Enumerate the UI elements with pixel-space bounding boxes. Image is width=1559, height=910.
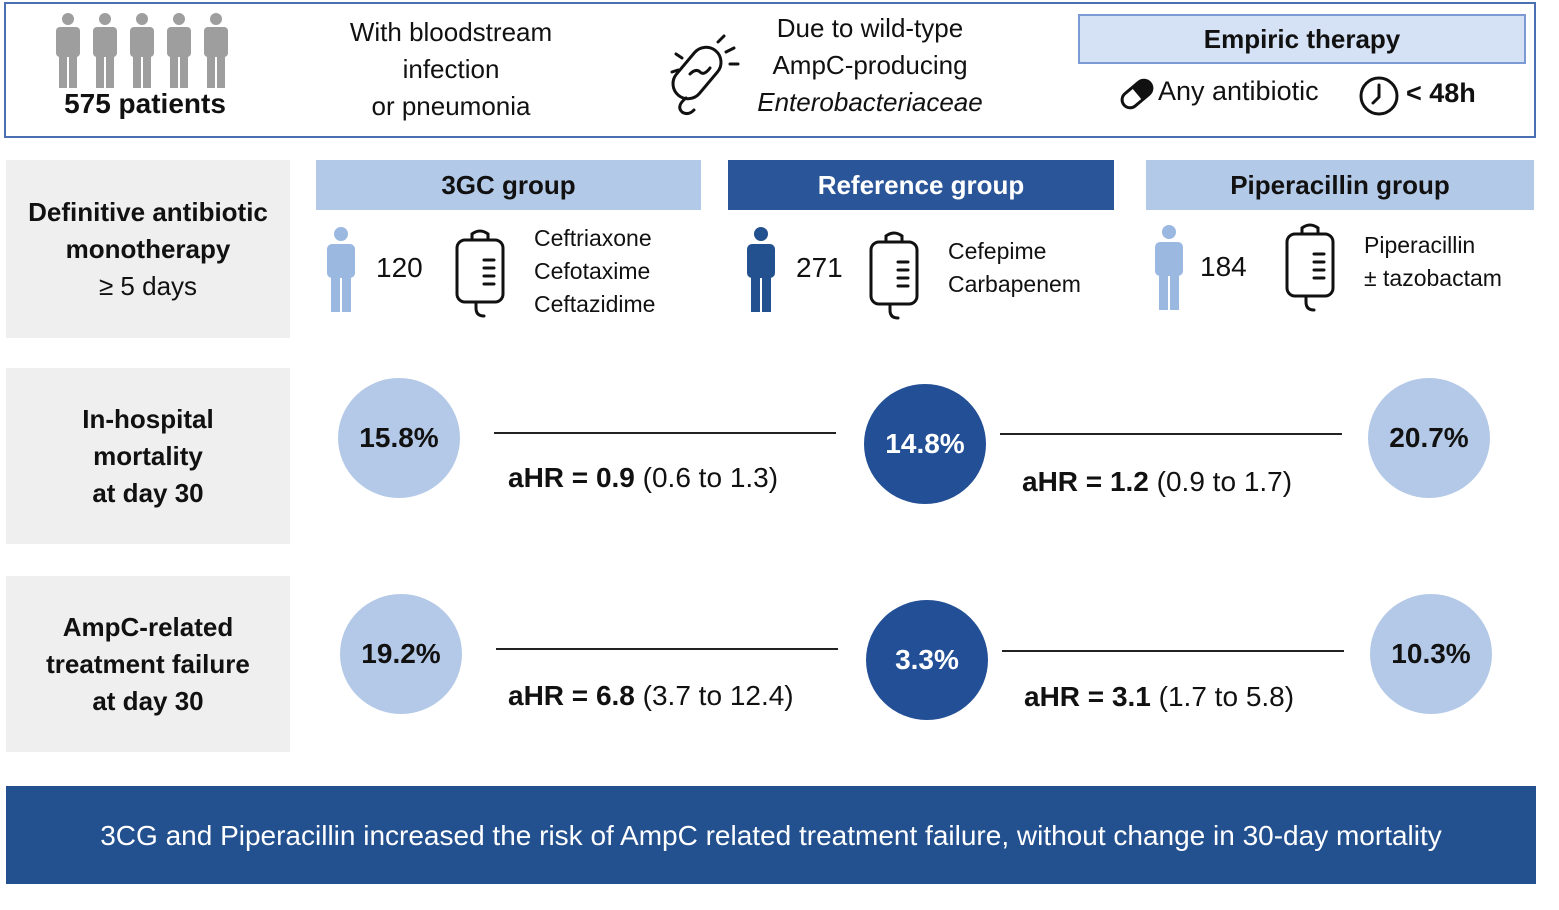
ahr-failure-pip: aHR = 3.1 (1.7 to 5.8) (1024, 681, 1294, 713)
ahr-value: 1.2 (1109, 466, 1149, 497)
iv-bag-icon (455, 229, 505, 318)
group-drugs-piperacillin: Piperacillin ± tazobactam (1364, 229, 1502, 295)
empiric-time: < 48h (1406, 78, 1476, 108)
patients-count: 575 patients (64, 88, 226, 119)
ahr-value: 3.1 (1111, 681, 1151, 712)
group-drugs-reference: Cefepime Carbapenem (948, 235, 1081, 301)
empiric-any-antibiotic: Any antibiotic (1158, 76, 1319, 106)
drug-name: Carbapenem (948, 271, 1081, 297)
person-icon (1155, 225, 1183, 310)
drug-name: ± tazobactam (1364, 265, 1502, 291)
clock-icon (1359, 76, 1399, 116)
ahr-ci: (1.7 to 5.8) (1158, 681, 1295, 712)
failure-reference-circle: 3.3% (866, 600, 988, 720)
bacterium-icon (670, 34, 740, 116)
ahr-mortality-pip: aHR = 1.2 (0.9 to 1.7) (1022, 466, 1292, 498)
row-label-line: at day 30 (92, 477, 204, 508)
ahr-failure-3gc: aHR = 6.8 (3.7 to 12.4) (508, 680, 794, 712)
group-header-piperacillin: Piperacillin group (1146, 160, 1534, 210)
row-label-line: mortality (93, 440, 203, 471)
failure-piperacillin-circle: 10.3% (1370, 594, 1492, 714)
row-label-mortality: In-hospital mortality at day 30 (6, 368, 290, 544)
ahr-ci: (0.6 to 1.3) (642, 462, 779, 493)
group-header-reference: Reference group (728, 160, 1114, 210)
ahr-ci: (3.7 to 12.4) (642, 680, 794, 711)
row-label-line: monotherapy (65, 233, 231, 264)
ahr-label: aHR = (508, 680, 596, 711)
ahr-ci: (0.9 to 1.7) (1156, 466, 1293, 497)
group-drugs-3gc: Ceftriaxone Cefotaxime Ceftazidime (534, 222, 655, 321)
row-label-line: Definitive antibiotic (28, 196, 268, 227)
ahr-label: aHR = (1024, 681, 1112, 712)
infection-description: With bloodstream infection or pneumonia (320, 14, 582, 125)
mortality-reference-circle: 14.8% (864, 384, 986, 504)
ahr-value: 0.9 (595, 462, 635, 493)
row-label-line: ≥ 5 days (98, 270, 198, 301)
row-label-therapy: Definitive antibiotic monotherapy ≥ 5 da… (6, 160, 290, 338)
row-label-line: AmpC-related (62, 611, 234, 642)
infection-line: With bloodstream (349, 17, 553, 47)
ahr-value: 6.8 (595, 680, 635, 711)
mortality-piperacillin-circle: 20.7% (1368, 378, 1490, 498)
patients-people-icon (56, 13, 228, 88)
conclusion-banner: 3CG and Piperacillin increased the risk … (6, 786, 1536, 884)
ahr-label: aHR = (508, 462, 596, 493)
iv-bag-icon (869, 231, 919, 320)
drug-name: Ceftriaxone (534, 225, 652, 251)
empiric-therapy-title: Empiric therapy (1078, 14, 1526, 64)
row-label-line: at day 30 (92, 685, 204, 716)
drug-name: Cefepime (948, 238, 1047, 264)
comparison-line (496, 648, 838, 650)
infection-line: or pneumonia (371, 91, 531, 121)
drug-name: Piperacillin (1364, 232, 1476, 258)
group-count-piperacillin: 184 (1200, 251, 1247, 282)
comparison-line (494, 432, 836, 434)
infection-line: infection (402, 54, 500, 84)
failure-3gc-circle: 19.2% (340, 594, 462, 714)
comparison-line (1000, 433, 1342, 435)
row-label-failure: AmpC-related treatment failure at day 30 (6, 576, 290, 752)
group-header-3gc: 3GC group (316, 160, 701, 210)
pathogen-description: Due to wild-type AmpC-producing Enteroba… (738, 10, 1002, 121)
pathogen-line: Enterobacteriaceae (757, 87, 983, 117)
pill-icon (1120, 78, 1154, 110)
drug-name: Cefotaxime (534, 258, 651, 284)
iv-bag-icon (1285, 223, 1335, 312)
ahr-label: aHR = (1022, 466, 1110, 497)
person-icon (327, 227, 355, 312)
group-count-reference: 271 (796, 252, 843, 283)
person-icon (747, 227, 775, 312)
pathogen-line: Due to wild-type (776, 13, 964, 43)
row-label-line: In-hospital (82, 403, 214, 434)
comparison-line (1002, 650, 1344, 652)
row-label-line: treatment failure (46, 648, 250, 679)
mortality-3gc-circle: 15.8% (338, 378, 460, 498)
drug-name: Ceftazidime (534, 291, 656, 317)
group-count-3gc: 120 (376, 252, 423, 283)
ahr-mortality-3gc: aHR = 0.9 (0.6 to 1.3) (508, 462, 778, 494)
pathogen-line: AmpC-producing (772, 50, 968, 80)
